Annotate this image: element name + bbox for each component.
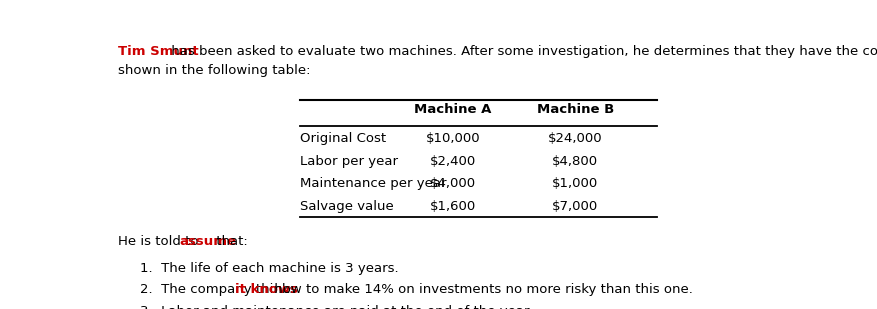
- Text: Original Cost: Original Cost: [300, 132, 386, 145]
- Text: Machine A: Machine A: [414, 103, 491, 116]
- Text: 2.  The company thinks: 2. The company thinks: [140, 283, 301, 296]
- Text: it knows: it knows: [235, 283, 298, 296]
- Text: has been asked to evaluate two machines. After some investigation, he determines: has been asked to evaluate two machines.…: [167, 45, 877, 58]
- Text: $4,000: $4,000: [430, 177, 476, 190]
- Text: 3.  Labor and maintenance are paid at the end of the year.: 3. Labor and maintenance are paid at the…: [140, 305, 532, 309]
- Text: Tim Smunt: Tim Smunt: [118, 45, 198, 58]
- Text: 1.  The life of each machine is 3 years.: 1. The life of each machine is 3 years.: [140, 262, 399, 275]
- Text: Salvage value: Salvage value: [300, 200, 394, 213]
- Text: Machine B: Machine B: [537, 103, 614, 116]
- Text: Maintenance per year: Maintenance per year: [300, 177, 446, 190]
- Text: that:: that:: [211, 235, 247, 248]
- Text: assume: assume: [179, 235, 236, 248]
- Text: $2,400: $2,400: [430, 155, 476, 168]
- Text: $1,600: $1,600: [430, 200, 476, 213]
- Text: $1,000: $1,000: [553, 177, 598, 190]
- Text: $10,000: $10,000: [425, 132, 481, 145]
- Text: $4,800: $4,800: [553, 155, 598, 168]
- Text: $7,000: $7,000: [553, 200, 598, 213]
- Text: He is told to: He is told to: [118, 235, 203, 248]
- Text: $24,000: $24,000: [548, 132, 602, 145]
- Text: Labor per year: Labor per year: [300, 155, 398, 168]
- Text: shown in the following table:: shown in the following table:: [118, 65, 310, 78]
- Text: how to make 14% on investments no more risky than this one.: how to make 14% on investments no more r…: [270, 283, 693, 296]
